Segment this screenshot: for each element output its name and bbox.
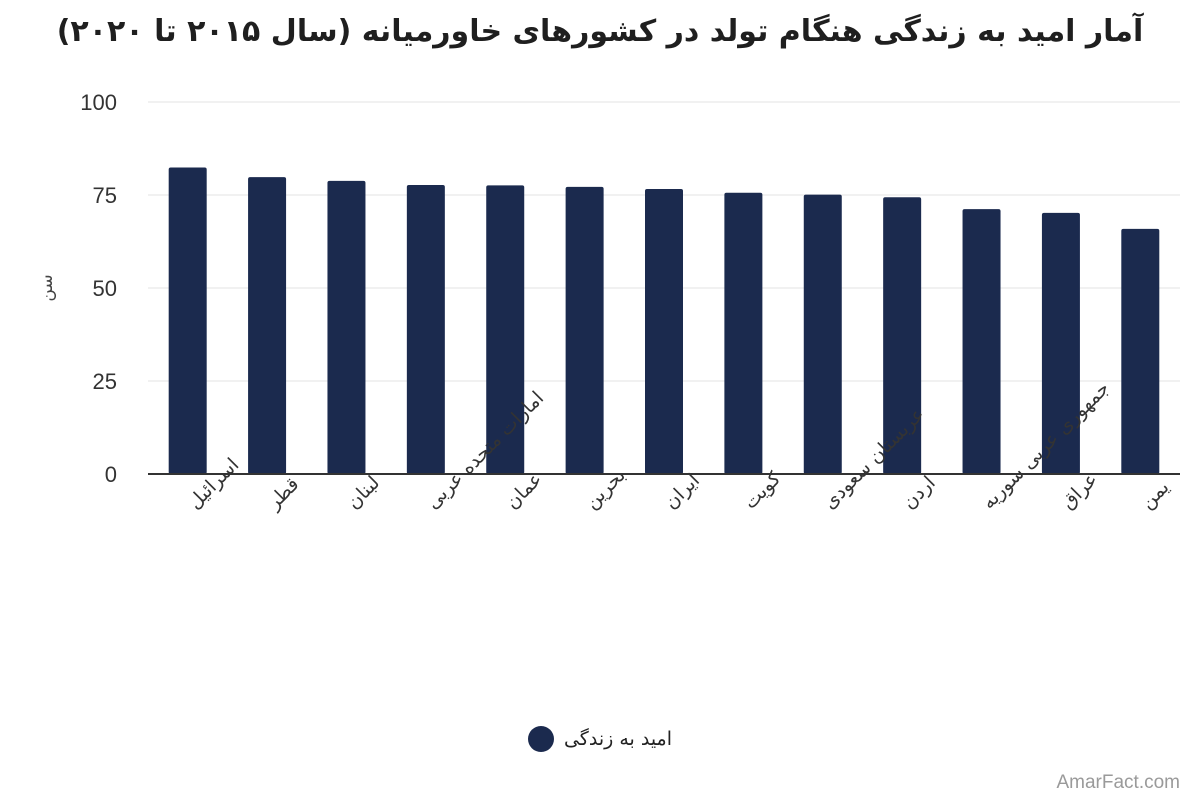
- legend-swatch: [527, 726, 554, 752]
- bar[interactable]: [168, 167, 207, 475]
- bar[interactable]: [724, 192, 763, 474]
- y-tick-label: 100: [80, 90, 117, 115]
- chart-title: آمار امید به زندگی هنگام تولد در کشورهای…: [56, 14, 1144, 49]
- x-tick-label: اردن: [898, 472, 940, 514]
- y-tick-label: 0: [105, 462, 117, 487]
- bar[interactable]: [327, 180, 366, 474]
- watermark: AmarFact.com: [1056, 772, 1180, 793]
- legend-label: امید به زندگی: [563, 728, 673, 750]
- y-axis-title: سن: [37, 274, 57, 301]
- legend[interactable]: امید به زندگی: [0, 726, 1200, 752]
- x-tick-label: عمان: [501, 468, 546, 513]
- x-tick-label: قطر: [262, 473, 303, 514]
- bar[interactable]: [645, 189, 683, 474]
- y-tick-label: 25: [93, 369, 117, 394]
- y-axis-ticks: 100 75 50 25 0: [80, 90, 117, 487]
- x-tick-label: یمن: [1136, 476, 1173, 513]
- bar[interactable]: [565, 186, 604, 475]
- x-tick-label: لبنان: [342, 472, 384, 514]
- x-tick-label: عراق: [1057, 468, 1102, 513]
- bar[interactable]: [486, 185, 525, 474]
- bar[interactable]: [406, 184, 445, 474]
- bar[interactable]: [883, 197, 922, 474]
- bar[interactable]: [1041, 212, 1080, 474]
- x-tick-label: ایران: [660, 469, 704, 513]
- bars: [168, 167, 1160, 475]
- bar[interactable]: [803, 194, 842, 475]
- bar[interactable]: [248, 177, 287, 475]
- bar[interactable]: [962, 209, 1001, 475]
- y-tick-label: 50: [93, 276, 117, 301]
- y-tick-label: 75: [93, 183, 117, 208]
- bar[interactable]: [1121, 228, 1160, 474]
